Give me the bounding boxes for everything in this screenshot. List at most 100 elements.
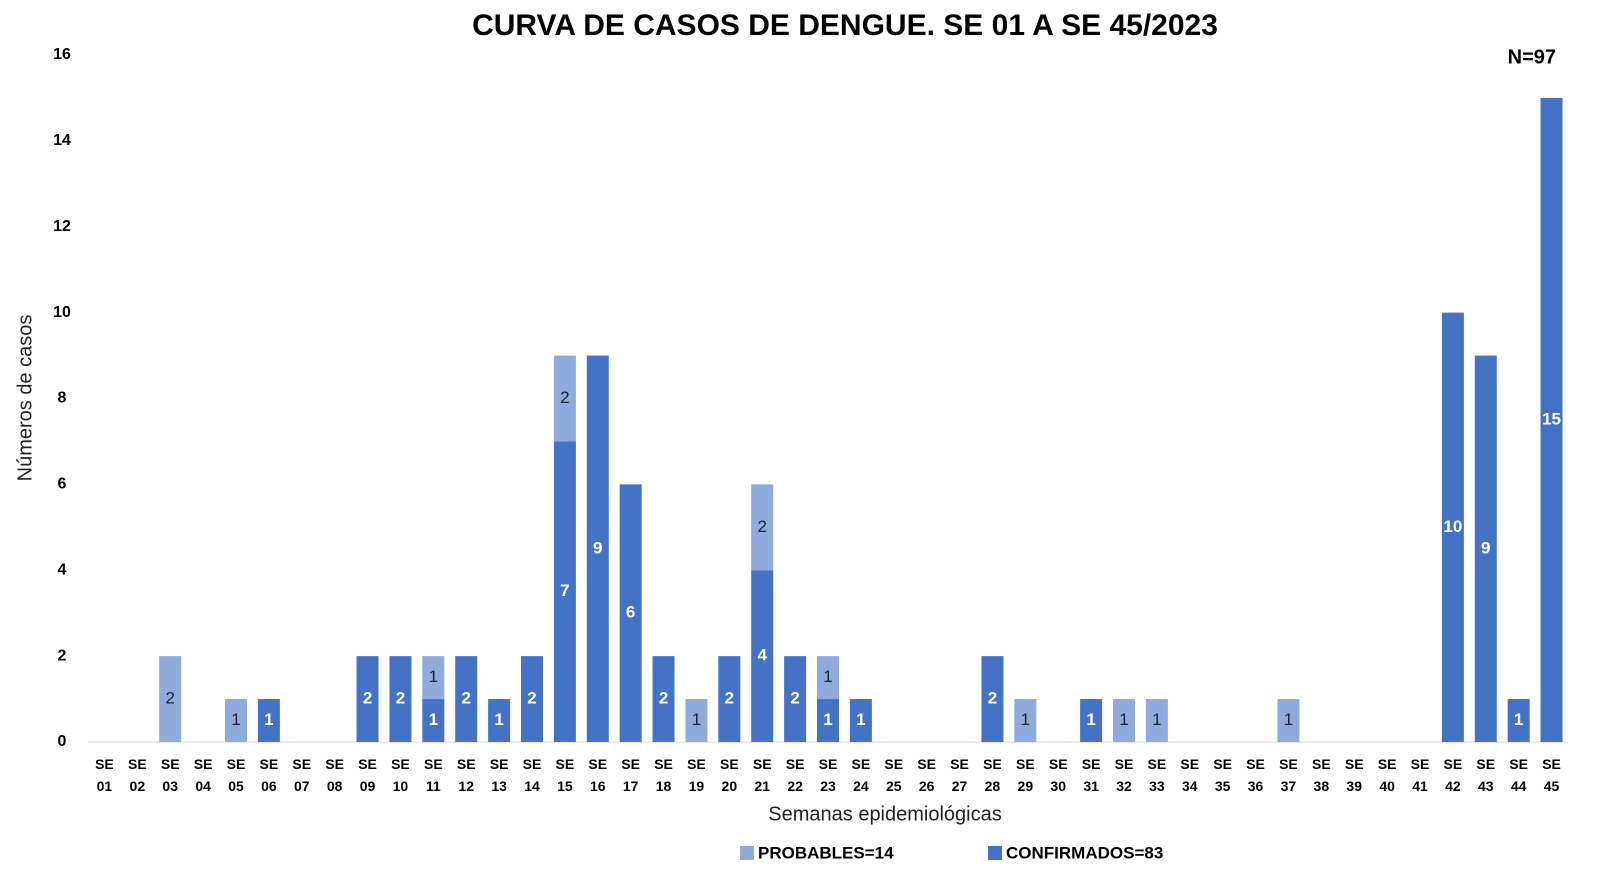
bar bbox=[817, 699, 839, 742]
bar bbox=[817, 656, 839, 700]
x-tick-label: SE 05 bbox=[226, 756, 246, 794]
bar bbox=[1277, 699, 1300, 742]
y-tick-label: 16 bbox=[53, 46, 71, 63]
x-tick-label: SE 33 bbox=[1147, 756, 1167, 794]
x-tick-label: SE 14 bbox=[522, 756, 542, 794]
x-tick-label: SE 07 bbox=[292, 756, 312, 794]
bar bbox=[356, 656, 379, 742]
x-tick-label: SE 40 bbox=[1377, 756, 1397, 794]
data-label: 1 bbox=[494, 710, 503, 729]
data-label: 9 bbox=[1481, 538, 1490, 557]
x-tick-label: SE 25 bbox=[884, 756, 904, 794]
data-label: 2 bbox=[790, 689, 799, 708]
bar bbox=[981, 656, 1004, 742]
bar bbox=[718, 656, 741, 742]
bar bbox=[257, 699, 280, 742]
data-label: 1 bbox=[1152, 710, 1161, 729]
x-tick-label: SE 23 bbox=[818, 756, 838, 794]
annotation: N=97 bbox=[1508, 46, 1556, 68]
x-tick-label: SE 31 bbox=[1081, 756, 1101, 794]
bar bbox=[652, 656, 675, 742]
data-label: 1 bbox=[429, 710, 438, 729]
data-label: 2 bbox=[165, 689, 174, 708]
x-axis-label: Semanas epidemiológicas bbox=[768, 803, 1001, 825]
data-label: 2 bbox=[363, 689, 372, 708]
legend-swatch bbox=[740, 846, 754, 860]
data-label: 1 bbox=[823, 667, 832, 686]
data-label: 2 bbox=[396, 689, 405, 708]
data-label: 7 bbox=[560, 581, 569, 600]
bar bbox=[586, 355, 609, 742]
y-tick-label: 12 bbox=[53, 218, 71, 235]
legend-label: CONFIRMADOS=83 bbox=[1006, 843, 1163, 862]
bar bbox=[1441, 312, 1464, 742]
x-tick-label: SE 04 bbox=[193, 756, 213, 794]
data-label: 1 bbox=[1086, 710, 1095, 729]
bar bbox=[1507, 699, 1530, 742]
data-label: 1 bbox=[231, 710, 240, 729]
x-tick-label: SE 17 bbox=[621, 756, 640, 794]
data-label: 15 bbox=[1542, 409, 1561, 428]
x-tick-label: SE 36 bbox=[1246, 756, 1265, 794]
x-tick-label: SE 30 bbox=[1048, 756, 1068, 794]
data-label: 1 bbox=[1119, 710, 1128, 729]
y-axis-label: Números de casos bbox=[14, 315, 36, 482]
x-tick-label: SE 34 bbox=[1180, 756, 1200, 794]
x-tick-label: SE 24 bbox=[851, 756, 871, 794]
data-label: 9 bbox=[593, 538, 602, 557]
bar bbox=[751, 484, 774, 571]
data-label: 1 bbox=[823, 710, 832, 729]
data-label: 1 bbox=[264, 710, 273, 729]
x-tick-label: SE 08 bbox=[325, 756, 344, 794]
x-tick-label: SE 27 bbox=[950, 756, 969, 794]
y-tick-label: 0 bbox=[58, 733, 67, 750]
x-tick-label: SE 19 bbox=[687, 756, 706, 794]
legend-swatch bbox=[988, 846, 1002, 860]
x-tick-label: SE 10 bbox=[391, 756, 410, 794]
data-label: 10 bbox=[1443, 517, 1462, 536]
data-label: 2 bbox=[988, 689, 997, 708]
bar bbox=[422, 699, 445, 742]
x-tick-label: SE 03 bbox=[160, 756, 180, 794]
bar bbox=[685, 699, 708, 742]
data-label: 2 bbox=[659, 689, 668, 708]
x-tick-label: SE 35 bbox=[1213, 756, 1232, 794]
x-tick-label: SE 20 bbox=[719, 756, 739, 794]
bar bbox=[1145, 699, 1168, 742]
x-tick-label: SE 39 bbox=[1344, 756, 1364, 794]
x-tick-label: SE 22 bbox=[785, 756, 805, 794]
x-tick-label: SE 09 bbox=[358, 756, 377, 794]
bar bbox=[1113, 699, 1135, 742]
x-tick-label: SE 29 bbox=[1015, 756, 1035, 794]
x-tick-label: SE 02 bbox=[127, 756, 147, 794]
bar bbox=[849, 699, 872, 742]
bar bbox=[488, 699, 511, 742]
bar bbox=[751, 570, 774, 742]
data-label: 1 bbox=[1514, 710, 1523, 729]
x-tick-label: SE 06 bbox=[259, 756, 279, 794]
x-tick-label: SE 01 bbox=[95, 756, 114, 794]
data-label: 1 bbox=[1284, 710, 1293, 729]
data-label: 1 bbox=[692, 710, 701, 729]
bar bbox=[784, 656, 807, 742]
x-tick-label: SE 45 bbox=[1542, 756, 1561, 794]
x-tick-label: SE 42 bbox=[1443, 756, 1463, 794]
y-tick-label: 4 bbox=[58, 561, 67, 578]
bar bbox=[1014, 699, 1037, 742]
data-label: 6 bbox=[626, 603, 635, 622]
y-tick-label: 10 bbox=[53, 304, 71, 321]
y-tick-label: 2 bbox=[58, 647, 67, 664]
data-label: 2 bbox=[461, 689, 470, 708]
bar bbox=[225, 699, 247, 742]
bar bbox=[1080, 699, 1103, 742]
y-tick-label: 14 bbox=[53, 132, 71, 149]
bar bbox=[455, 656, 478, 742]
y-tick-label: 8 bbox=[58, 390, 67, 407]
data-label: 2 bbox=[560, 388, 569, 407]
bar bbox=[619, 484, 642, 742]
x-tick-label: SE 12 bbox=[456, 756, 476, 794]
bar bbox=[1474, 355, 1497, 742]
data-label: 1 bbox=[429, 667, 438, 686]
